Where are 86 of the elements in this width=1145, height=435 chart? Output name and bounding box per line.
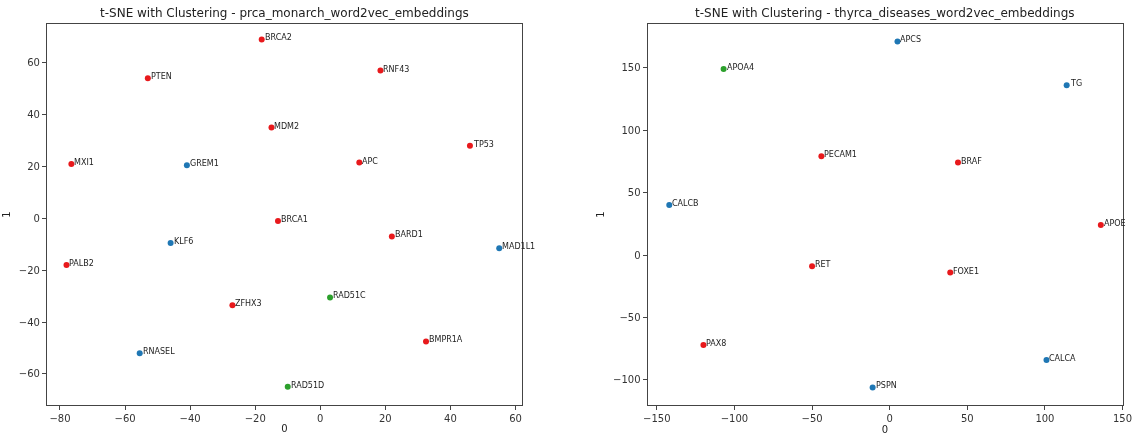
y-tick-label: −40 bbox=[18, 316, 40, 328]
x-tick-label: 20 bbox=[378, 412, 392, 424]
point bbox=[229, 302, 236, 309]
x-tick-label: 60 bbox=[509, 412, 522, 424]
point bbox=[466, 142, 473, 149]
point bbox=[258, 36, 265, 43]
x-tick-label: −50 bbox=[801, 412, 823, 424]
y-tick-label: 40 bbox=[27, 109, 40, 121]
annotation: TP53 bbox=[473, 140, 494, 149]
chart-title: t-SNE with Clustering - thyrca_diseases_word2vec_embeddings bbox=[695, 6, 1075, 20]
annotation: BRAF bbox=[961, 157, 983, 166]
annotation: PECAM1 bbox=[824, 150, 857, 159]
point bbox=[666, 202, 673, 209]
y-tick-label: 0 bbox=[33, 212, 40, 224]
point bbox=[720, 65, 727, 72]
y-tick-label: 20 bbox=[27, 160, 40, 172]
annotation: APCS bbox=[900, 35, 921, 44]
annotation: CALCB bbox=[672, 199, 699, 208]
point bbox=[167, 239, 174, 246]
annotation: RAD51C bbox=[333, 291, 367, 300]
annotation: CALCA bbox=[1049, 354, 1077, 363]
point bbox=[423, 338, 430, 345]
annotation: PALB2 bbox=[69, 259, 94, 268]
point bbox=[1097, 222, 1104, 229]
y-axis-title: 1 bbox=[0, 211, 12, 218]
y-tick-label: −50 bbox=[619, 312, 641, 324]
point bbox=[183, 162, 190, 169]
annotation: ZFHX3 bbox=[235, 299, 262, 308]
y-tick-label: 100 bbox=[621, 124, 641, 136]
point bbox=[809, 263, 816, 270]
y-tick-label: 60 bbox=[27, 57, 40, 69]
annotation: FOXE1 bbox=[953, 267, 980, 276]
x-tick-label: 150 bbox=[1113, 412, 1133, 424]
annotation: PTEN bbox=[151, 72, 172, 81]
annotation: MXI1 bbox=[74, 158, 94, 167]
point bbox=[63, 262, 70, 268]
annotation: BRCA1 bbox=[281, 215, 308, 224]
point bbox=[700, 342, 707, 349]
point bbox=[1063, 82, 1070, 89]
annotation: PSPN bbox=[876, 381, 897, 390]
point bbox=[869, 384, 876, 391]
x-tick-label: −100 bbox=[720, 412, 749, 424]
x-axis-title: 0 bbox=[281, 423, 288, 435]
annotation: PAX8 bbox=[706, 339, 727, 348]
point bbox=[388, 233, 395, 240]
x-tick-label: 0 bbox=[317, 412, 324, 424]
y-axis-title: 1 bbox=[595, 211, 607, 218]
point bbox=[1043, 357, 1050, 363]
annotation: RAD51D bbox=[291, 381, 325, 390]
point bbox=[496, 245, 503, 252]
annotation: BARD1 bbox=[395, 230, 423, 239]
x-tick-label: −20 bbox=[244, 412, 266, 424]
y-tick-label: 150 bbox=[621, 62, 641, 74]
x-tick-label: −60 bbox=[114, 412, 136, 424]
annotation: RNF43 bbox=[383, 65, 410, 74]
x-tick-label: 100 bbox=[1035, 412, 1055, 424]
annotation: KLF6 bbox=[174, 237, 194, 246]
x-tick-label: −80 bbox=[49, 412, 71, 424]
y-tick-label: −100 bbox=[613, 374, 641, 386]
annotation: RET bbox=[815, 260, 831, 269]
chart-title: t-SNE with Clustering - prca_monarch_word2vec_embeddings bbox=[100, 6, 469, 20]
annotation: RNASEL bbox=[143, 347, 176, 356]
point bbox=[274, 217, 281, 224]
x-tick-label: 40 bbox=[444, 412, 457, 424]
point bbox=[818, 153, 825, 160]
annotation: APOA4 bbox=[727, 63, 755, 72]
x-tick-label: −40 bbox=[179, 412, 201, 424]
point bbox=[327, 294, 334, 301]
annotation: BMPR1A bbox=[429, 335, 463, 344]
point bbox=[136, 350, 143, 357]
point bbox=[284, 383, 291, 390]
annotation: APC bbox=[362, 157, 379, 166]
annotation: BRCA2 bbox=[265, 33, 292, 42]
annotation: GREM1 bbox=[190, 159, 219, 168]
y-tick-label: −20 bbox=[18, 264, 40, 276]
y-tick-label: −60 bbox=[18, 368, 40, 380]
x-tick-label: −150 bbox=[643, 412, 671, 424]
x-axis-title: 0 bbox=[881, 423, 889, 435]
y-tick-label: 50 bbox=[627, 187, 641, 199]
point bbox=[894, 38, 901, 45]
annotation: MDM2 bbox=[274, 122, 300, 131]
x-tick-label: 0 bbox=[886, 412, 893, 424]
y-tick-label: 0 bbox=[634, 249, 641, 261]
annotation: TG bbox=[1070, 79, 1083, 88]
point bbox=[144, 75, 151, 82]
x-tick-label: 50 bbox=[960, 412, 974, 424]
